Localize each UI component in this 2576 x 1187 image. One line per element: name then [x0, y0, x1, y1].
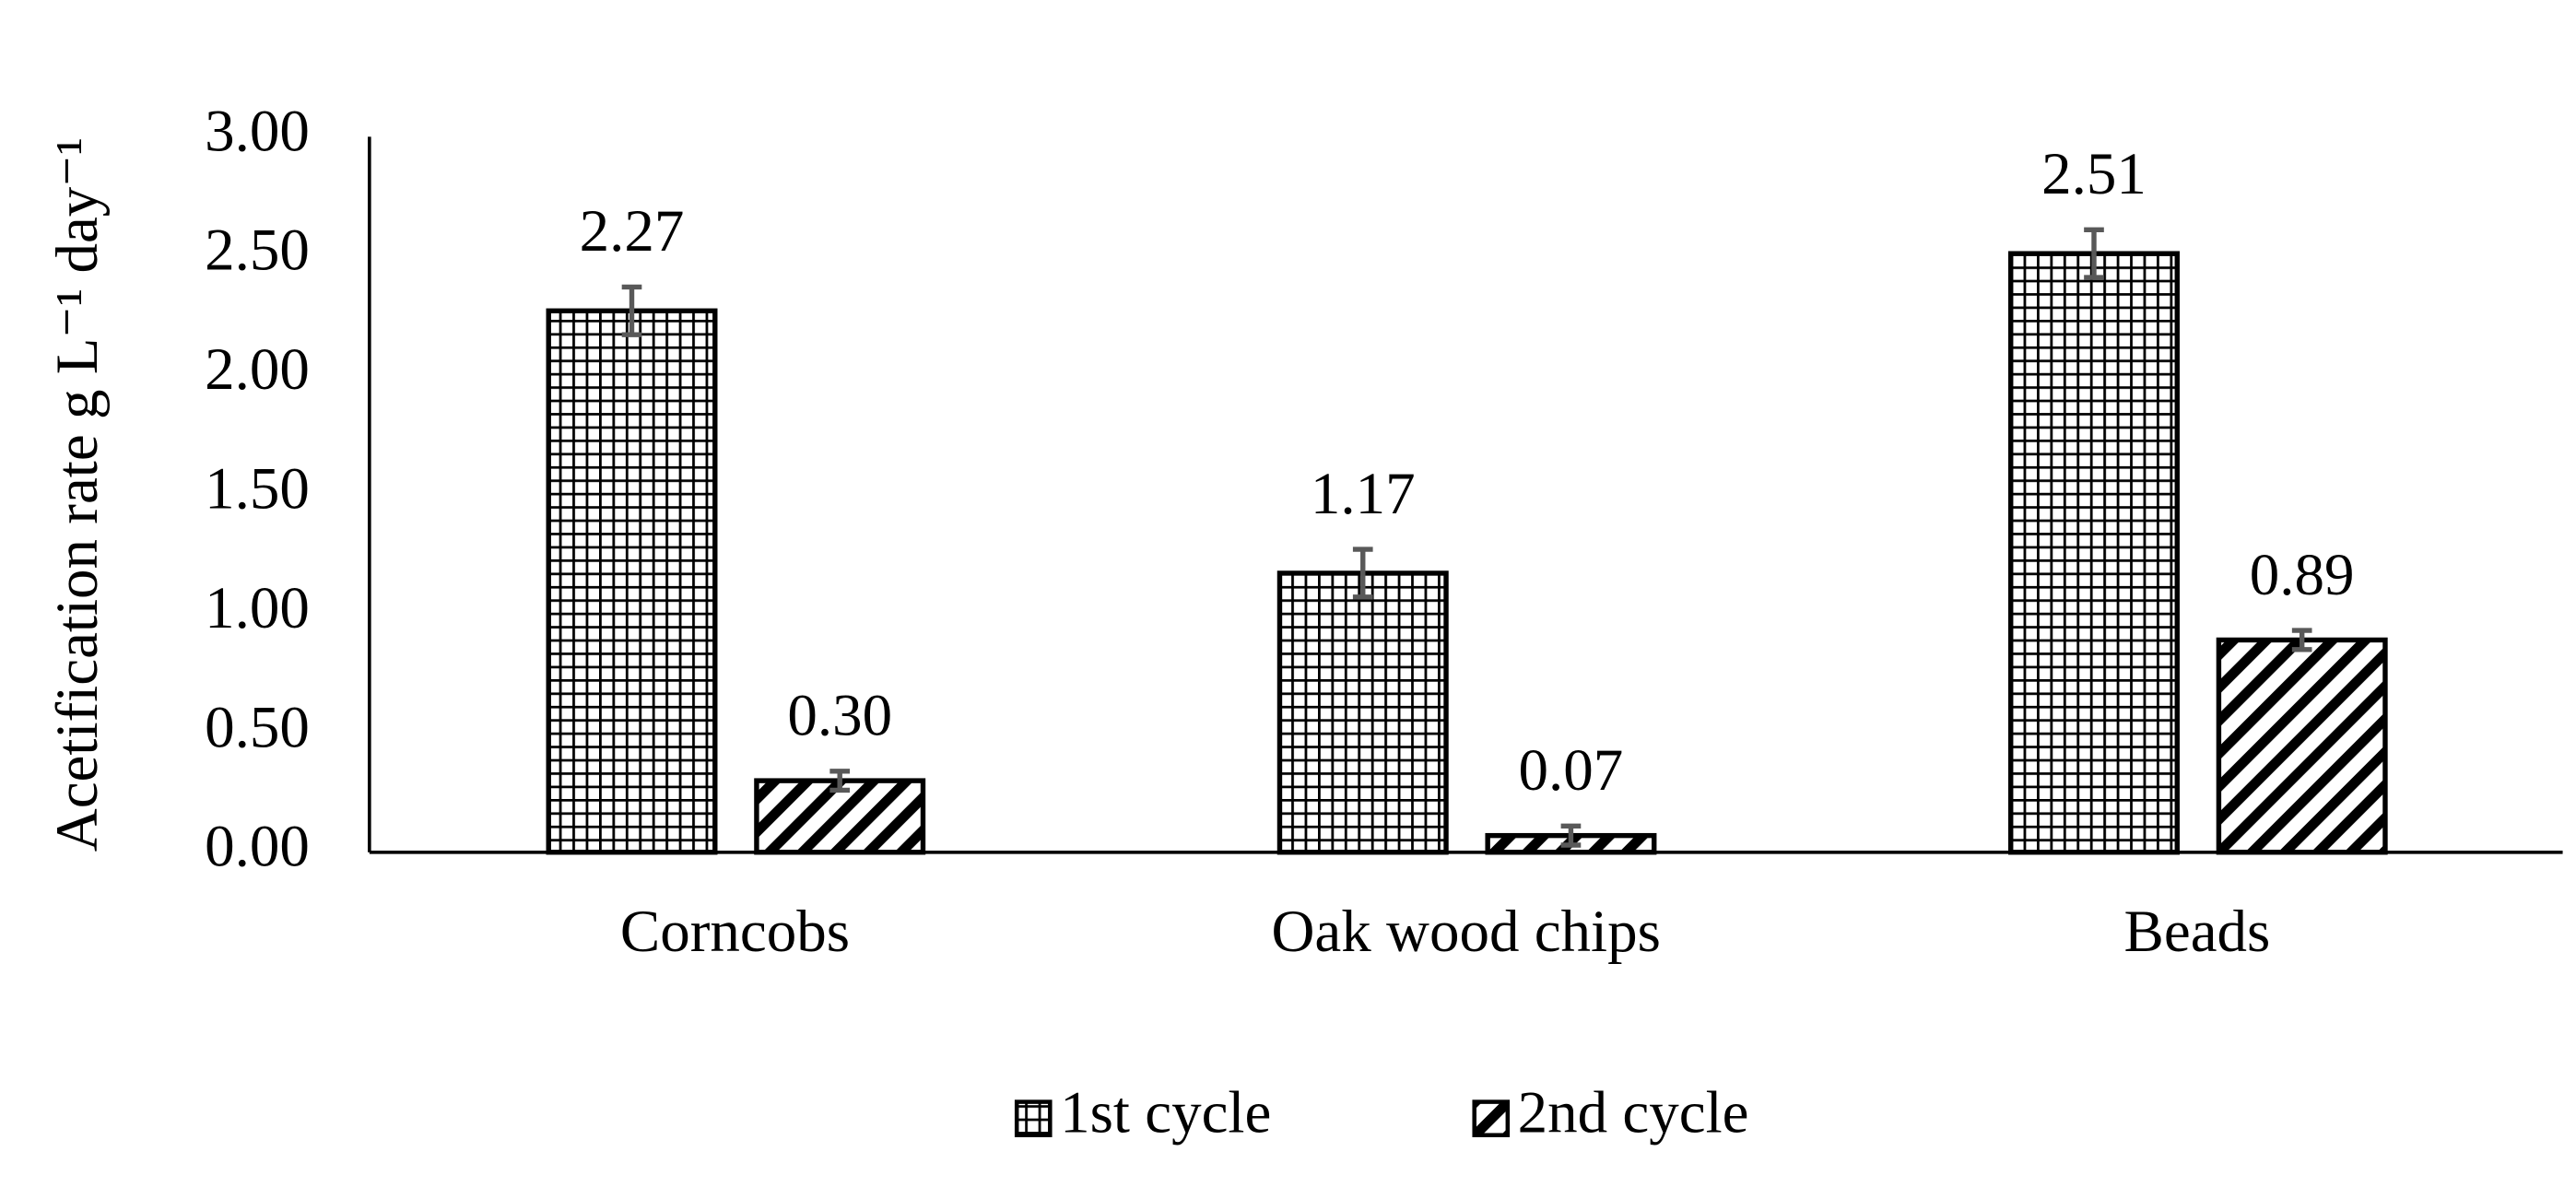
data-label: 0.07: [1519, 737, 1624, 804]
x-tick-label: Oak wood chips: [1271, 899, 1660, 965]
y-tick-label: 1.50: [205, 455, 310, 522]
data-label: 0.89: [2250, 542, 2355, 608]
legend-swatch: [1472, 1099, 1511, 1137]
error-bar: [1352, 546, 1373, 600]
legend-swatch: [1014, 1099, 1053, 1137]
y-tick-label: 0.00: [205, 814, 310, 880]
data-label: 1.17: [1311, 461, 1416, 527]
y-tick-label: 2.50: [205, 217, 310, 284]
data-label: 2.27: [580, 198, 685, 264]
error-bar: [2291, 628, 2312, 652]
data-label: 0.30: [787, 683, 892, 749]
bar: [1276, 570, 1449, 855]
error-bar: [1560, 823, 1582, 848]
x-tick-label: Beads: [2124, 899, 2271, 965]
y-tick-label: 2.00: [205, 336, 310, 403]
error-bar: [829, 769, 851, 793]
data-label: 2.51: [2041, 141, 2147, 207]
y-axis-title: Acetification rate g L⁻¹ day⁻¹: [44, 137, 111, 852]
error-bar: [2084, 227, 2104, 280]
bar: [2216, 637, 2388, 855]
legend-label: 2nd cycle: [1518, 1080, 1749, 1146]
y-tick-label: 3.00: [205, 98, 310, 164]
x-tick-label: Corncobs: [620, 899, 850, 965]
bar: [2008, 251, 2180, 855]
bar: [546, 308, 718, 855]
y-tick-label: 0.50: [205, 694, 310, 760]
error-bar: [621, 284, 642, 337]
legend-label: 1st cycle: [1060, 1080, 1271, 1146]
y-tick-label: 1.00: [205, 575, 310, 641]
